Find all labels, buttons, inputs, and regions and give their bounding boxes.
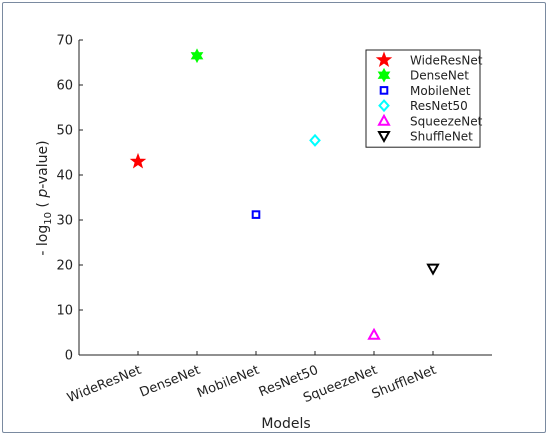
legend-marker-shufflenet xyxy=(377,131,391,144)
point-squeezenet xyxy=(367,327,381,340)
legend-label: WideResNet xyxy=(410,54,483,68)
x-tick-label: WideResNet xyxy=(65,363,143,406)
y-tick-label: 0 xyxy=(65,349,73,364)
y-axis-label-subscript: 10 xyxy=(43,212,54,225)
y-tick-label: 20 xyxy=(56,259,73,274)
y-tick-label: 40 xyxy=(56,169,73,184)
point-shufflenet xyxy=(426,263,440,276)
point-mobilenet xyxy=(251,210,261,219)
y-axis-label-italic: p xyxy=(35,189,51,199)
y-axis-label-prefix: - log xyxy=(35,225,51,256)
legend-marker-mobilenet xyxy=(379,86,389,95)
legend-label: ShuffleNet xyxy=(410,130,473,144)
legend-label: MobileNet xyxy=(410,84,471,98)
legend-marker-densenet xyxy=(377,67,391,83)
x-axis-label: Models xyxy=(261,416,310,432)
y-tick-label: 70 xyxy=(56,34,73,49)
x-tick-label: MobileNet xyxy=(195,363,261,401)
y-axis-label-open: ( xyxy=(35,198,51,212)
legend: WideResNetDenseNetMobileNetResNet50Squee… xyxy=(365,49,483,148)
y-tick-label: 30 xyxy=(56,214,73,229)
y-axis-label: - log10 ( p-value) xyxy=(35,140,54,255)
y-tick-label: 50 xyxy=(56,124,73,139)
legend-marker-resnet50 xyxy=(378,99,390,113)
point-resnet50 xyxy=(309,133,321,147)
y-tick-label: 60 xyxy=(56,79,73,94)
x-tick-labels: WideResNetDenseNetMobileNetResNet50Squee… xyxy=(65,363,438,406)
data-points xyxy=(129,48,440,340)
legend-label: SqueezeNet xyxy=(410,114,483,128)
figure-frame xyxy=(2,2,546,433)
legend-label: DenseNet xyxy=(410,69,469,83)
point-wideresnet xyxy=(129,152,147,169)
point-densenet xyxy=(190,48,204,64)
x-tick-label: DenseNet xyxy=(138,363,203,401)
x-tick-label: ShuffleNet xyxy=(370,363,439,402)
legend-label: ResNet50 xyxy=(410,99,468,113)
legend-marker-wideresnet xyxy=(375,51,393,68)
axes xyxy=(78,39,492,356)
legend-marker-squeezenet xyxy=(377,113,391,126)
y-tick-labels: 0 10 20 30 40 50 60 70 xyxy=(56,34,73,364)
y-tick-label: 10 xyxy=(56,304,73,319)
y-axis-label-suffix: -value) xyxy=(35,140,51,188)
